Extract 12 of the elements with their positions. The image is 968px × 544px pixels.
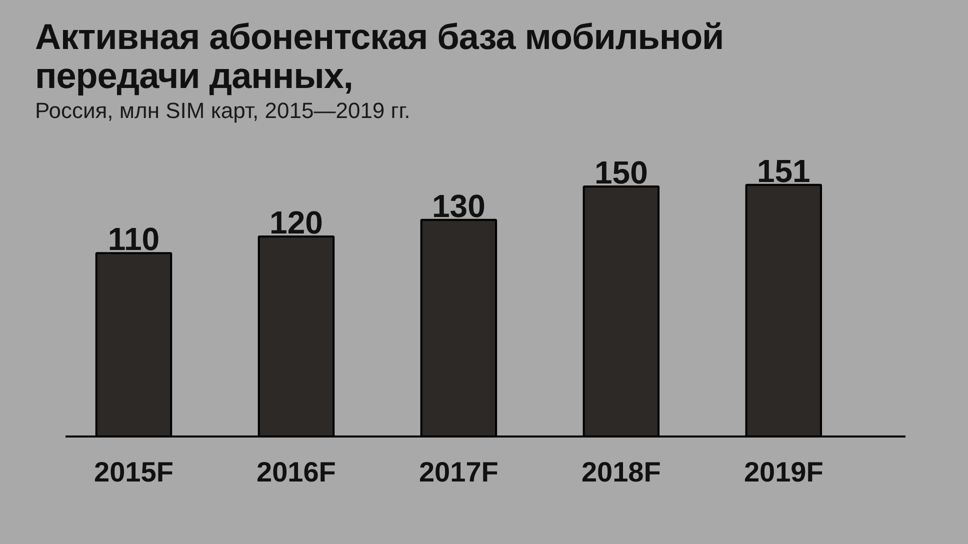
x-tick-label: 2017F bbox=[418, 456, 498, 488]
data-label: 130 bbox=[432, 188, 486, 224]
chart-subtitle: Россия, млн SIM карт, 2015—2019 гг. bbox=[35, 98, 412, 124]
data-label: 150 bbox=[594, 154, 648, 190]
x-tick-label: 2016F bbox=[256, 456, 336, 488]
data-label: 110 bbox=[108, 221, 160, 258]
x-tick-label: 2019F bbox=[744, 456, 824, 488]
data-label: 120 bbox=[270, 204, 323, 240]
x-tick-label: 2018F bbox=[581, 456, 661, 488]
data-label: 151 bbox=[756, 152, 810, 189]
x-tick-label: 2015F bbox=[94, 456, 174, 488]
chart-title: Активная абонентская база мобильной передачи данных, bbox=[35, 16, 724, 96]
